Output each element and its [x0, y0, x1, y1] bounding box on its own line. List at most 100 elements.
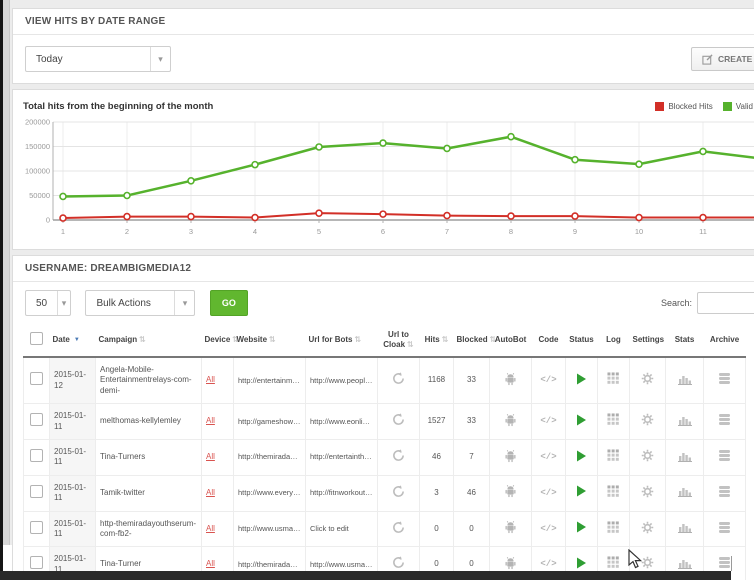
- svg-text:7: 7: [445, 227, 449, 236]
- cell-status: [565, 474, 598, 512]
- bar-chart-icon[interactable]: [677, 557, 692, 569]
- website-url[interactable]: http://www.everydayfitnes...: [238, 488, 301, 498]
- website-url[interactable]: http://themiradayouthser...: [238, 452, 301, 462]
- archive-stack-icon[interactable]: [718, 413, 731, 426]
- bulk-actions-select[interactable]: Bulk Actions ▾: [85, 290, 196, 316]
- row-checkbox[interactable]: [30, 413, 43, 427]
- device-all-link[interactable]: All: [206, 523, 215, 533]
- archive-stack-icon[interactable]: [718, 485, 731, 498]
- bots-url[interactable]: http://www.usmagazine.c...: [310, 559, 373, 569]
- bots-url[interactable]: http://www.people.com/ar...: [310, 375, 373, 385]
- website-url[interactable]: http://gameshownews.net: [238, 416, 301, 426]
- bar-chart-icon[interactable]: [677, 450, 692, 462]
- row-checkbox[interactable]: [30, 449, 43, 463]
- website-url[interactable]: http://entertainmentrelays...: [238, 375, 301, 385]
- gear-icon[interactable]: [641, 521, 654, 534]
- refresh-circle-icon[interactable]: [392, 413, 405, 426]
- refresh-circle-icon[interactable]: [392, 521, 405, 534]
- svg-text:9: 9: [573, 227, 577, 236]
- col-header-blocked[interactable]: Blocked ⇅: [453, 324, 496, 358]
- android-robot-icon[interactable]: [504, 520, 517, 534]
- col-header-settings: Settings: [629, 324, 666, 358]
- date-range-panel-body: Today ▾ CREATE NEW CAMPAIGN: [13, 35, 754, 83]
- grid-log-icon[interactable]: [607, 372, 620, 385]
- archive-stack-icon[interactable]: [718, 449, 731, 462]
- bots-url[interactable]: http://fitnworkout.com/: [310, 488, 373, 498]
- android-robot-icon[interactable]: [504, 484, 517, 498]
- grid-log-icon[interactable]: [607, 485, 620, 498]
- grid-log-icon[interactable]: [607, 521, 620, 534]
- gear-icon[interactable]: [641, 372, 654, 385]
- search-label: Search:: [661, 298, 693, 308]
- col-header-date[interactable]: Date ▼: [49, 324, 96, 358]
- row-checkbox[interactable]: [30, 520, 43, 534]
- bar-chart-icon[interactable]: [677, 485, 692, 498]
- search-input[interactable]: [697, 292, 754, 314]
- grid-log-icon[interactable]: [607, 449, 620, 462]
- grid-log-icon[interactable]: [607, 556, 620, 569]
- gear-icon[interactable]: [641, 556, 654, 569]
- go-button[interactable]: GO: [209, 290, 248, 316]
- archive-stack-icon[interactable]: [718, 372, 731, 385]
- play-icon[interactable]: [576, 557, 587, 569]
- cell-campaign: Tina-Turners: [95, 438, 202, 476]
- device-all-link[interactable]: All: [206, 452, 215, 462]
- chevron-down-icon: ▾: [174, 291, 194, 315]
- refresh-circle-icon[interactable]: [392, 556, 405, 569]
- refresh-circle-icon[interactable]: [392, 449, 405, 462]
- android-robot-icon[interactable]: [504, 556, 517, 570]
- device-all-link[interactable]: All: [206, 416, 215, 426]
- cell-website: http://entertainmentrelays...: [233, 356, 306, 405]
- gear-icon[interactable]: [641, 449, 654, 462]
- bots-url[interactable]: Click to edit: [310, 524, 349, 534]
- bar-chart-icon[interactable]: [677, 521, 692, 534]
- create-new-campaign-label: CREATE NEW CAMPAIGN: [718, 54, 754, 64]
- col-header-hits[interactable]: Hits ⇅: [419, 324, 454, 358]
- refresh-circle-icon[interactable]: [392, 485, 405, 498]
- row-checkbox[interactable]: [30, 372, 43, 386]
- row-checkbox[interactable]: [30, 484, 43, 498]
- col-header-cloak[interactable]: Url to Cloak ⇅: [377, 324, 420, 358]
- device-all-link[interactable]: All: [206, 487, 215, 497]
- play-icon[interactable]: [576, 485, 587, 497]
- create-new-campaign-button[interactable]: CREATE NEW CAMPAIGN: [691, 47, 754, 71]
- website-url[interactable]: http://themiradayouthser...: [238, 559, 301, 569]
- bar-chart-icon[interactable]: [677, 414, 692, 426]
- android-robot-icon[interactable]: [504, 372, 517, 386]
- main-content: VIEW HITS BY DATE RANGE Today ▾ CREATE N…: [10, 0, 754, 580]
- col-header-device[interactable]: Device ⇅: [201, 324, 239, 358]
- col-header-website[interactable]: Website ⇅: [233, 324, 306, 358]
- play-icon[interactable]: [576, 414, 587, 426]
- cell-blocked: 33: [453, 356, 490, 405]
- website-url[interactable]: http://www.usmagazine.c...: [238, 524, 301, 534]
- gear-icon[interactable]: [641, 413, 654, 426]
- page-size-select[interactable]: 50 ▾: [25, 290, 71, 316]
- device-all-link[interactable]: All: [206, 559, 215, 569]
- play-icon[interactable]: [576, 450, 587, 462]
- bots-url[interactable]: http://www.eonline.com/n...: [310, 416, 373, 426]
- android-robot-icon[interactable]: [504, 449, 517, 463]
- play-icon[interactable]: [576, 521, 587, 533]
- android-robot-icon[interactable]: [504, 413, 517, 427]
- col-header-bots[interactable]: Url for Bots ⇅: [305, 324, 378, 358]
- grid-log-icon[interactable]: [607, 413, 620, 426]
- col-label: Campaign: [98, 335, 138, 344]
- svg-text:0: 0: [46, 216, 50, 225]
- cell-status: [565, 510, 598, 548]
- cell-select: [23, 474, 50, 512]
- date-range-select[interactable]: Today ▾: [25, 46, 171, 72]
- gear-icon[interactable]: [641, 485, 654, 498]
- archive-stack-icon[interactable]: [718, 521, 731, 534]
- col-header-campaign[interactable]: Campaign ⇅: [95, 324, 202, 358]
- refresh-circle-icon[interactable]: [392, 372, 405, 385]
- cell-blocked: 7: [453, 438, 490, 476]
- row-checkbox[interactable]: [30, 556, 43, 570]
- bots-url[interactable]: http://entertainthis.usatod...: [310, 452, 373, 462]
- cell-blocked: 0: [453, 510, 490, 548]
- select-all-checkbox[interactable]: [30, 332, 43, 345]
- bar-chart-icon[interactable]: [677, 373, 692, 385]
- device-all-link[interactable]: All: [206, 375, 215, 385]
- col-label: Date: [52, 335, 70, 344]
- play-icon[interactable]: [576, 373, 587, 385]
- archive-stack-icon[interactable]: [718, 556, 731, 569]
